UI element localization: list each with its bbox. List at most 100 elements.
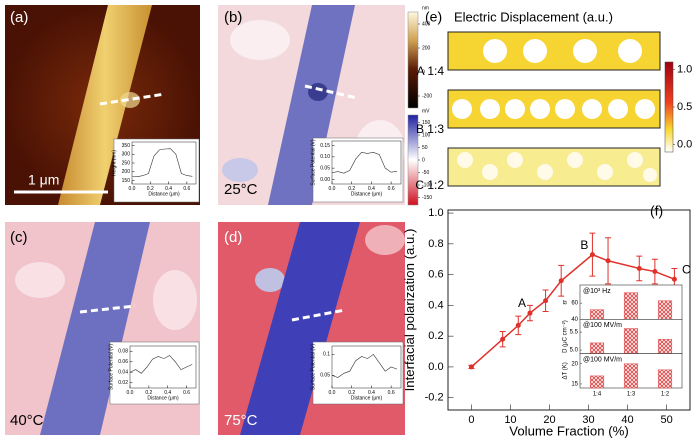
panel-label: (c) xyxy=(10,229,28,246)
y-tick-label: 0.10 xyxy=(320,154,330,160)
row-label: A 1:4 xyxy=(417,64,445,78)
y-tick-label: 5.0 xyxy=(570,348,579,354)
colorbar-tick-label: -150 xyxy=(422,195,432,201)
point-label: A xyxy=(518,296,526,310)
panel-title: Electric Displacement (a.u.) xyxy=(454,9,613,24)
scale-bar-label: 1 μm xyxy=(28,172,59,188)
y-tick-label: 0.2 xyxy=(428,330,443,342)
x-axis-label: Distance (μm) xyxy=(147,395,179,401)
y-tick-label: 0.4 xyxy=(428,299,443,311)
colorbar-tick-label: 200 xyxy=(422,45,431,51)
x-tick-label: 0.0 xyxy=(127,390,134,396)
x-tick-label: 1:2 xyxy=(661,392,670,398)
y-axis-label: D (μC cm⁻²) xyxy=(563,320,569,353)
bar xyxy=(589,309,605,320)
colorbar-unit: nm xyxy=(422,5,429,11)
y-tick-label: 0.05 xyxy=(320,165,330,171)
y-axis-label: Interfacial polarization (a.u.) xyxy=(402,229,417,392)
x-tick-label: 0.2 xyxy=(147,186,154,192)
colorbar xyxy=(664,61,674,153)
panel-label: (b) xyxy=(224,9,242,26)
y-tick-label: 0.04 xyxy=(118,370,128,376)
y-tick-label: 0.0 xyxy=(428,361,443,373)
displacement-maps xyxy=(447,31,661,187)
data-line xyxy=(131,148,193,177)
data-line xyxy=(331,353,398,378)
x-tick-label: 0 xyxy=(468,414,474,426)
x-tick-label: 1:3 xyxy=(627,392,636,398)
annotation: @100 MV/m xyxy=(583,357,622,364)
bar xyxy=(623,363,639,389)
row-label: B 1:3 xyxy=(416,122,444,136)
colorbar-tick-label: -100 xyxy=(422,182,432,188)
y-axis-label: Surface Potential (V) xyxy=(310,139,316,185)
inset-background xyxy=(109,341,200,405)
bar xyxy=(657,339,673,354)
colorbar-tick-label: 50 xyxy=(422,145,428,151)
data-point xyxy=(500,336,506,342)
y-tick-label: -0.2 xyxy=(425,392,444,404)
colorbar-tick-label: 0 xyxy=(422,69,425,75)
x-tick-label: 20 xyxy=(543,414,555,426)
y-tick-label: 5.5 xyxy=(570,330,579,336)
colorbar-tick-label: 100 xyxy=(422,132,431,138)
temperature-label: 40°C xyxy=(10,412,44,429)
kpfm-image-c xyxy=(5,222,200,435)
colorbar-tick-label: 0.5 xyxy=(677,101,692,113)
y-tick-label: 0.00 xyxy=(320,177,330,183)
data-point xyxy=(527,310,533,316)
y-axis-label: Surface Potential (V) xyxy=(108,344,114,390)
temperature-label: 25°C xyxy=(224,181,258,198)
colorbar-tick-label: 0 xyxy=(422,157,425,163)
x-tick-label: 0.2 xyxy=(348,186,355,192)
y-tick-label: 0.02 xyxy=(118,380,128,386)
data-point xyxy=(558,278,564,284)
data-line xyxy=(331,151,398,174)
afm-image-a xyxy=(5,5,200,205)
x-tick-label: 0.4 xyxy=(368,186,375,192)
data-point xyxy=(589,252,595,258)
y-tick-label: 0.1 xyxy=(323,352,330,358)
plot-frame xyxy=(447,209,691,411)
data-point xyxy=(515,322,521,328)
point-label: C xyxy=(682,262,691,276)
row-label: C 1:2 xyxy=(415,178,444,192)
y-tick-label: 0.05 xyxy=(320,373,330,379)
x-tick-label: 0.4 xyxy=(165,186,172,192)
temperature-label: 75°C xyxy=(224,412,258,429)
data-point xyxy=(543,298,549,304)
x-tick-label: 0.6 xyxy=(388,390,395,396)
bar xyxy=(589,375,605,389)
x-tick-label: 1:4 xyxy=(593,392,602,398)
y-tick-label: 300 xyxy=(122,152,131,158)
point-label: B xyxy=(580,238,588,252)
y-tick-label: 0.8 xyxy=(428,238,443,250)
panel-label: (e) xyxy=(425,9,442,25)
data-point xyxy=(468,364,474,370)
data-point xyxy=(652,269,658,275)
data-point xyxy=(671,276,677,282)
y-tick-label: 40 xyxy=(571,317,578,323)
bar xyxy=(623,328,639,354)
data-line xyxy=(129,355,193,374)
y-tick-label: 60 xyxy=(571,301,578,307)
plot-frame xyxy=(331,140,402,185)
x-tick-label: 30 xyxy=(582,414,594,426)
colorbar-tick-label: 1.0 xyxy=(677,63,692,75)
y-tick-label: 15 xyxy=(571,382,578,388)
y-axis-label: ΔT (K) xyxy=(563,362,569,379)
x-tick-label: 0.2 xyxy=(348,390,355,396)
y-tick-label: 0.06 xyxy=(118,359,128,365)
plot-frame xyxy=(331,345,402,389)
bar xyxy=(657,300,673,320)
y-tick-label: 250 xyxy=(122,160,131,166)
y-axis-label: Height (nm) xyxy=(111,150,117,176)
x-tick-label: 0.6 xyxy=(388,186,395,192)
x-tick-label: 50 xyxy=(660,414,672,426)
bar xyxy=(589,342,605,354)
y-tick-label: 0.6 xyxy=(428,269,443,281)
x-axis-label: Volume Fraction (%) xyxy=(509,423,628,438)
colorbar-unit: mV xyxy=(422,108,430,114)
data-point xyxy=(636,265,642,271)
